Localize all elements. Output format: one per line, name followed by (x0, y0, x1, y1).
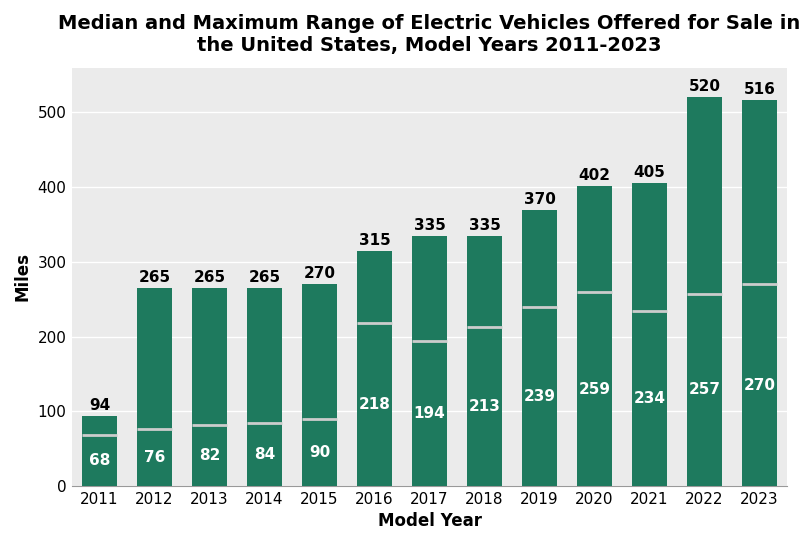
Bar (742, 101, 778, 486)
Text: 405: 405 (634, 165, 666, 181)
Text: 265: 265 (139, 270, 171, 285)
Bar (412, 236, 448, 486)
Bar (467, 236, 502, 486)
Text: 68: 68 (89, 453, 111, 468)
Bar (82, 416, 118, 486)
Text: 82: 82 (199, 448, 220, 463)
Bar (302, 285, 337, 486)
Text: 76: 76 (144, 450, 165, 465)
Text: 335: 335 (413, 218, 445, 233)
Text: 516: 516 (743, 83, 775, 97)
Text: 265: 265 (194, 270, 226, 285)
Bar (686, 97, 723, 486)
Text: 218: 218 (359, 397, 390, 412)
Text: 90: 90 (309, 445, 330, 460)
Text: 194: 194 (413, 406, 445, 421)
Text: 94: 94 (89, 398, 110, 413)
Text: 335: 335 (469, 218, 501, 233)
Text: 315: 315 (359, 233, 390, 248)
Bar (577, 186, 613, 486)
Text: 270: 270 (304, 266, 336, 281)
Bar (521, 209, 557, 486)
Text: 213: 213 (469, 399, 501, 414)
Text: 520: 520 (689, 79, 721, 95)
Text: 270: 270 (743, 378, 775, 393)
Text: 239: 239 (524, 389, 556, 404)
Text: 265: 265 (248, 270, 280, 285)
Bar (356, 251, 392, 486)
Text: 370: 370 (524, 191, 556, 207)
Bar (632, 183, 667, 486)
Y-axis label: Miles: Miles (14, 252, 32, 301)
Text: 234: 234 (634, 391, 666, 406)
Title: Median and Maximum Range of Electric Vehicles Offered for Sale in
the United Sta: Median and Maximum Range of Electric Veh… (58, 14, 801, 55)
Text: 259: 259 (578, 382, 610, 397)
X-axis label: Model Year: Model Year (377, 512, 481, 530)
Text: 402: 402 (578, 168, 610, 183)
Bar (247, 288, 283, 486)
Text: 257: 257 (689, 382, 721, 398)
Text: 84: 84 (254, 447, 276, 462)
Bar (191, 288, 227, 486)
Bar (137, 288, 172, 486)
